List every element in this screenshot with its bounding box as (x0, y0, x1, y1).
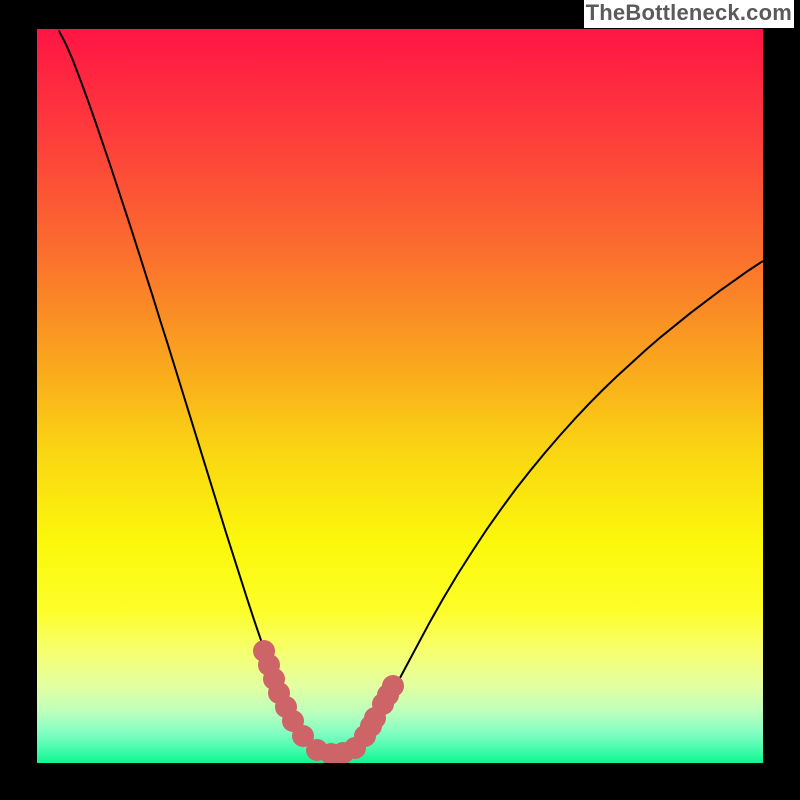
watermark-text: TheBottleneck.com (584, 0, 794, 28)
highlight-marker (382, 675, 404, 697)
markers-layer (37, 29, 763, 763)
plot-area (37, 29, 763, 763)
